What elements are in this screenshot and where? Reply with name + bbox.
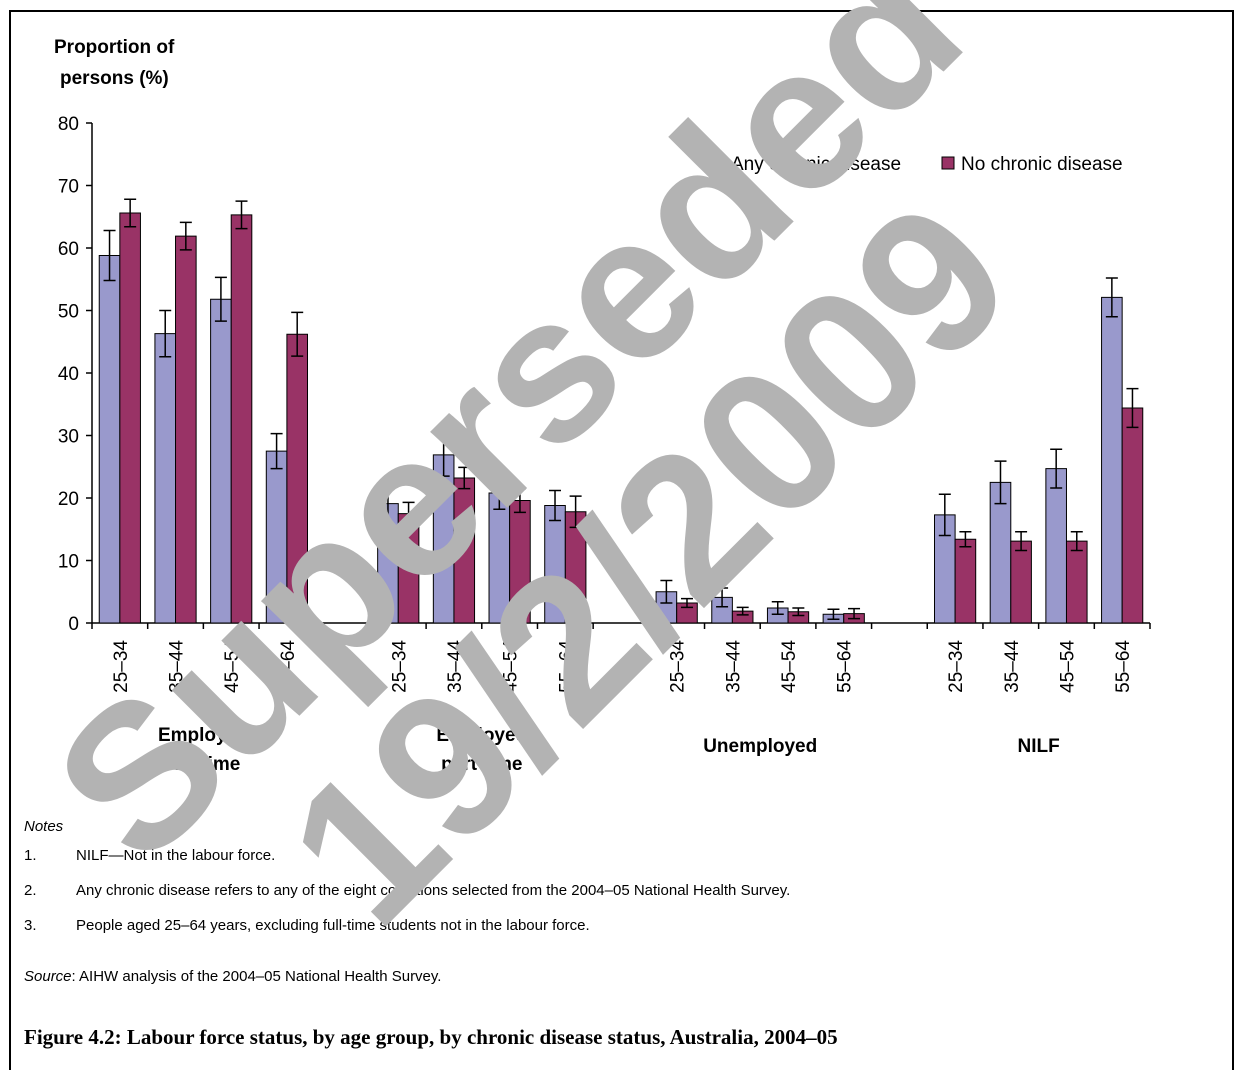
note-text: Any chronic disease refers to any of the… [76,882,791,899]
y-tick-label: 80 [58,114,79,135]
bar [564,511,587,624]
bar [1010,540,1032,624]
x-tick-label: 55–64 [1113,640,1134,693]
bar [98,255,121,624]
bar [954,538,977,624]
note-item: 1. NILF—Not in the labour force. [24,847,1204,869]
source-line: Source: AIHW analysis of the 2004–05 Nat… [24,968,441,985]
y-tick-label: 60 [58,239,79,260]
x-tick-label: 45–54 [779,640,800,693]
bar [1121,407,1144,624]
note-number: 1. [24,847,37,864]
x-tick-labels: 25–34 35–44 45–54 55–64 Employed full-time 25–… [111,640,1134,775]
source-text: : AIHW analysis of the 2004–05 National … [71,968,442,985]
note-text: NILF—Not in the labour force. [76,847,276,864]
x-tick-label: 45–54 [1057,640,1078,693]
bar [230,214,253,624]
x-tick-label: 35–44 [723,640,744,693]
note-number: 3. [24,917,37,934]
x-tick-label: 45–54 [501,640,522,693]
bar [509,500,531,624]
bar-chart: Proportion of persons (%) 0 10 20 30 40 50 60 7… [54,37,1151,775]
bar [175,235,197,624]
legend-label: Any chronic disease [731,154,901,175]
bar [544,505,566,624]
y-axis-title-line2: persons (%) [60,68,169,89]
group-label: Employed [436,725,527,746]
note-text: People aged 25–64 years, excluding full-… [76,917,590,934]
bar [286,333,308,624]
y-tick-label: 10 [58,552,79,573]
legend-swatch [711,156,725,170]
legend-label: No chronic disease [961,154,1123,175]
bar [453,477,476,624]
x-tick-label: 25–34 [668,640,689,693]
bar [1065,540,1088,624]
x-tick-label: 45–54 [222,640,243,693]
notes-section: Notes 1. NILF—Not in the labour force. 2… [24,818,1204,952]
figure-caption: Figure 4.2: Labour force status, by age … [24,1025,838,1049]
group-label: Employed [158,725,249,746]
note-item: 2. Any chronic disease refers to any of … [24,882,1204,904]
source-label: Source [24,968,72,985]
y-tick-label: 40 [58,364,79,385]
note-number: 2. [24,882,37,899]
bar [1045,468,1067,624]
bar [154,333,177,624]
bar [397,513,420,624]
group-label: full-time [166,754,240,775]
figure-frame [9,10,1234,1070]
bar [1101,296,1123,624]
x-tick-label: 35–44 [445,640,466,693]
x-tick-label: 25–34 [389,640,410,693]
y-tick-label: 20 [58,489,79,510]
x-tick-label: 25–34 [111,640,132,693]
bar [488,492,511,624]
note-item: 3. People aged 25–64 years, excluding fu… [24,917,1204,939]
bar [119,212,141,624]
bar [265,450,288,624]
x-tick-label: 55–64 [556,640,577,693]
group-label: part-time [441,754,522,775]
group-label: Unemployed [703,736,817,757]
x-tick-label: 35–44 [167,640,188,693]
y-axis-title-line1: Proportion of [54,37,175,58]
bar [432,454,455,624]
y-tick-label: 30 [58,427,79,448]
x-tick-label: 25–34 [946,640,967,693]
x-tick-label: 55–64 [278,640,299,693]
x-tick-label: 35–44 [1002,640,1023,693]
group-label: NILF [1018,736,1060,757]
bar [210,298,232,624]
bars-group [98,198,1144,624]
x-tick-label: 55–64 [835,640,856,693]
y-tick-label: 50 [58,302,79,323]
legend-swatch [941,156,955,170]
y-tick-label: 0 [68,614,79,635]
y-tick-label: 70 [58,177,79,198]
notes-heading: Notes [24,818,64,835]
legend: Any chronic disease No chronic disease [711,154,1123,175]
